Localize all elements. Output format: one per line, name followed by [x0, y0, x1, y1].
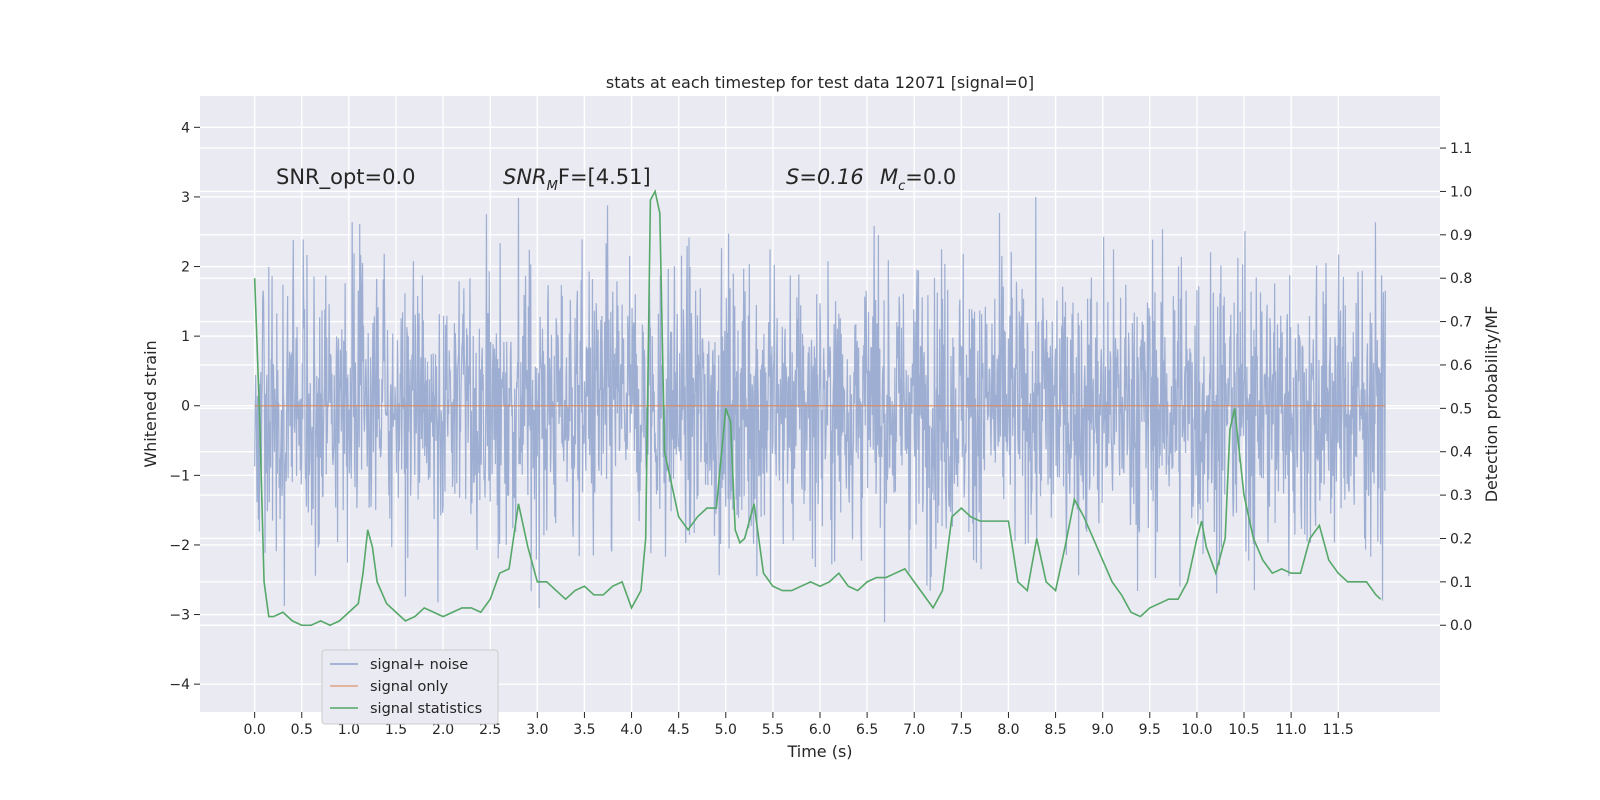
- x-tick-label: 1.5: [385, 722, 407, 738]
- x-tick-label: 4.5: [668, 722, 690, 738]
- y-left-tick-label: −4: [169, 677, 190, 693]
- y-right-tick-label: 0.5: [1450, 401, 1472, 417]
- legend-label-signal-only: signal only: [370, 679, 449, 695]
- y-right-tick-label: 0.8: [1450, 271, 1472, 287]
- y-right-tick-label: 0.0: [1450, 618, 1472, 634]
- legend-label-signal-statistics: signal statistics: [370, 701, 482, 717]
- y-left-tick-label: −3: [169, 608, 190, 624]
- annotation-mc: Mc=0.0: [880, 165, 956, 194]
- y-right-tick-label: 1.0: [1450, 184, 1472, 200]
- y-axis-right-label: Detection probability/MF: [1482, 306, 1501, 503]
- annotation-snr-opt: SNR_opt=0.0: [276, 165, 416, 190]
- x-tick-label: 11.5: [1323, 722, 1354, 738]
- y-right-tick-label: 0.7: [1450, 315, 1472, 331]
- x-tick-label: 5.0: [715, 722, 737, 738]
- x-axis-ticks: 0.0 0.5 1.0 1.5 2.0 2.5 3.0 3.5 4.0 4.5 5.0 5.5 6.0 6…: [244, 712, 1354, 738]
- x-tick-label: 6.0: [809, 722, 831, 738]
- x-tick-label: 6.5: [856, 722, 878, 738]
- y-axis-right-ticks: 1.1 1.0 0.9 0.8 0.7 0.6 0.5 0.4 0.3 0.2 0.1 0.0: [1440, 141, 1472, 634]
- x-tick-label: 8.0: [997, 722, 1019, 738]
- annotation-snr-mf-sub: M: [547, 179, 558, 194]
- annotation-snr-mf-base: SNR: [503, 165, 547, 189]
- y-left-tick-label: 2: [181, 260, 190, 276]
- legend-label-signal-noise: signal+ noise: [370, 657, 468, 673]
- signal-noise-path: [254, 196, 1386, 623]
- signal-statistics-series: [253, 189, 1382, 627]
- x-tick-label: 1.0: [338, 722, 360, 738]
- legend-box: [321, 649, 499, 725]
- x-tick-label: 5.5: [762, 722, 784, 738]
- y-left-tick-label: 3: [181, 190, 190, 206]
- x-tick-label: 3.0: [526, 722, 548, 738]
- signal-noise-series: [254, 196, 1386, 623]
- x-tick-label: 9.5: [1139, 722, 1161, 738]
- annotation-snr-mf-rest: F=[4.51]: [558, 165, 651, 189]
- y-right-tick-label: 0.2: [1450, 531, 1472, 547]
- annotation-snr-mf: SNRMF=[4.51]: [503, 165, 651, 194]
- y-right-tick-label: 0.9: [1450, 228, 1472, 244]
- y-axis-left-label: Whitened strain: [141, 340, 160, 467]
- x-tick-label: 7.5: [950, 722, 972, 738]
- x-tick-label: 9.0: [1092, 722, 1114, 738]
- annotation-s-stat: S=0.16: [786, 165, 864, 189]
- legend: signal+ noise signal only signal statist…: [321, 649, 499, 725]
- x-tick-label: 0.5: [291, 722, 313, 738]
- y-left-tick-label: 1: [181, 329, 190, 345]
- chart-title: stats at each timestep for test data 120…: [606, 73, 1034, 92]
- annotation-mc-sub: c: [898, 179, 905, 194]
- y-axis-left-ticks: 4 3 2 1 0 −1 −2 −3 −4: [169, 120, 200, 693]
- x-tick-label: 3.5: [573, 722, 595, 738]
- y-left-tick-label: −1: [169, 468, 190, 484]
- y-right-tick-label: 0.4: [1450, 445, 1472, 461]
- x-axis-label: Time (s): [786, 742, 852, 761]
- y-left-tick-label: −2: [169, 538, 190, 554]
- x-tick-label: 2.5: [479, 722, 501, 738]
- x-tick-label: 2.0: [432, 722, 454, 738]
- y-left-tick-label: 0: [181, 399, 190, 415]
- x-tick-label: 10.5: [1228, 722, 1259, 738]
- x-tick-label: 0.0: [244, 722, 266, 738]
- y-right-tick-label: 0.1: [1450, 575, 1472, 591]
- y-right-tick-label: 0.3: [1450, 488, 1472, 504]
- annotation-mc-base: M: [880, 165, 898, 189]
- x-tick-label: 7.0: [903, 722, 925, 738]
- x-tick-label: 11.0: [1276, 722, 1307, 738]
- annotation-mc-rest: =0.0: [905, 165, 956, 189]
- x-tick-label: 10.0: [1181, 722, 1212, 738]
- y-right-tick-label: 0.6: [1450, 358, 1472, 374]
- x-tick-label: 4.0: [620, 722, 642, 738]
- y-right-tick-label: 1.1: [1450, 141, 1472, 157]
- y-left-tick-label: 4: [181, 120, 190, 136]
- x-tick-label: 8.5: [1044, 722, 1066, 738]
